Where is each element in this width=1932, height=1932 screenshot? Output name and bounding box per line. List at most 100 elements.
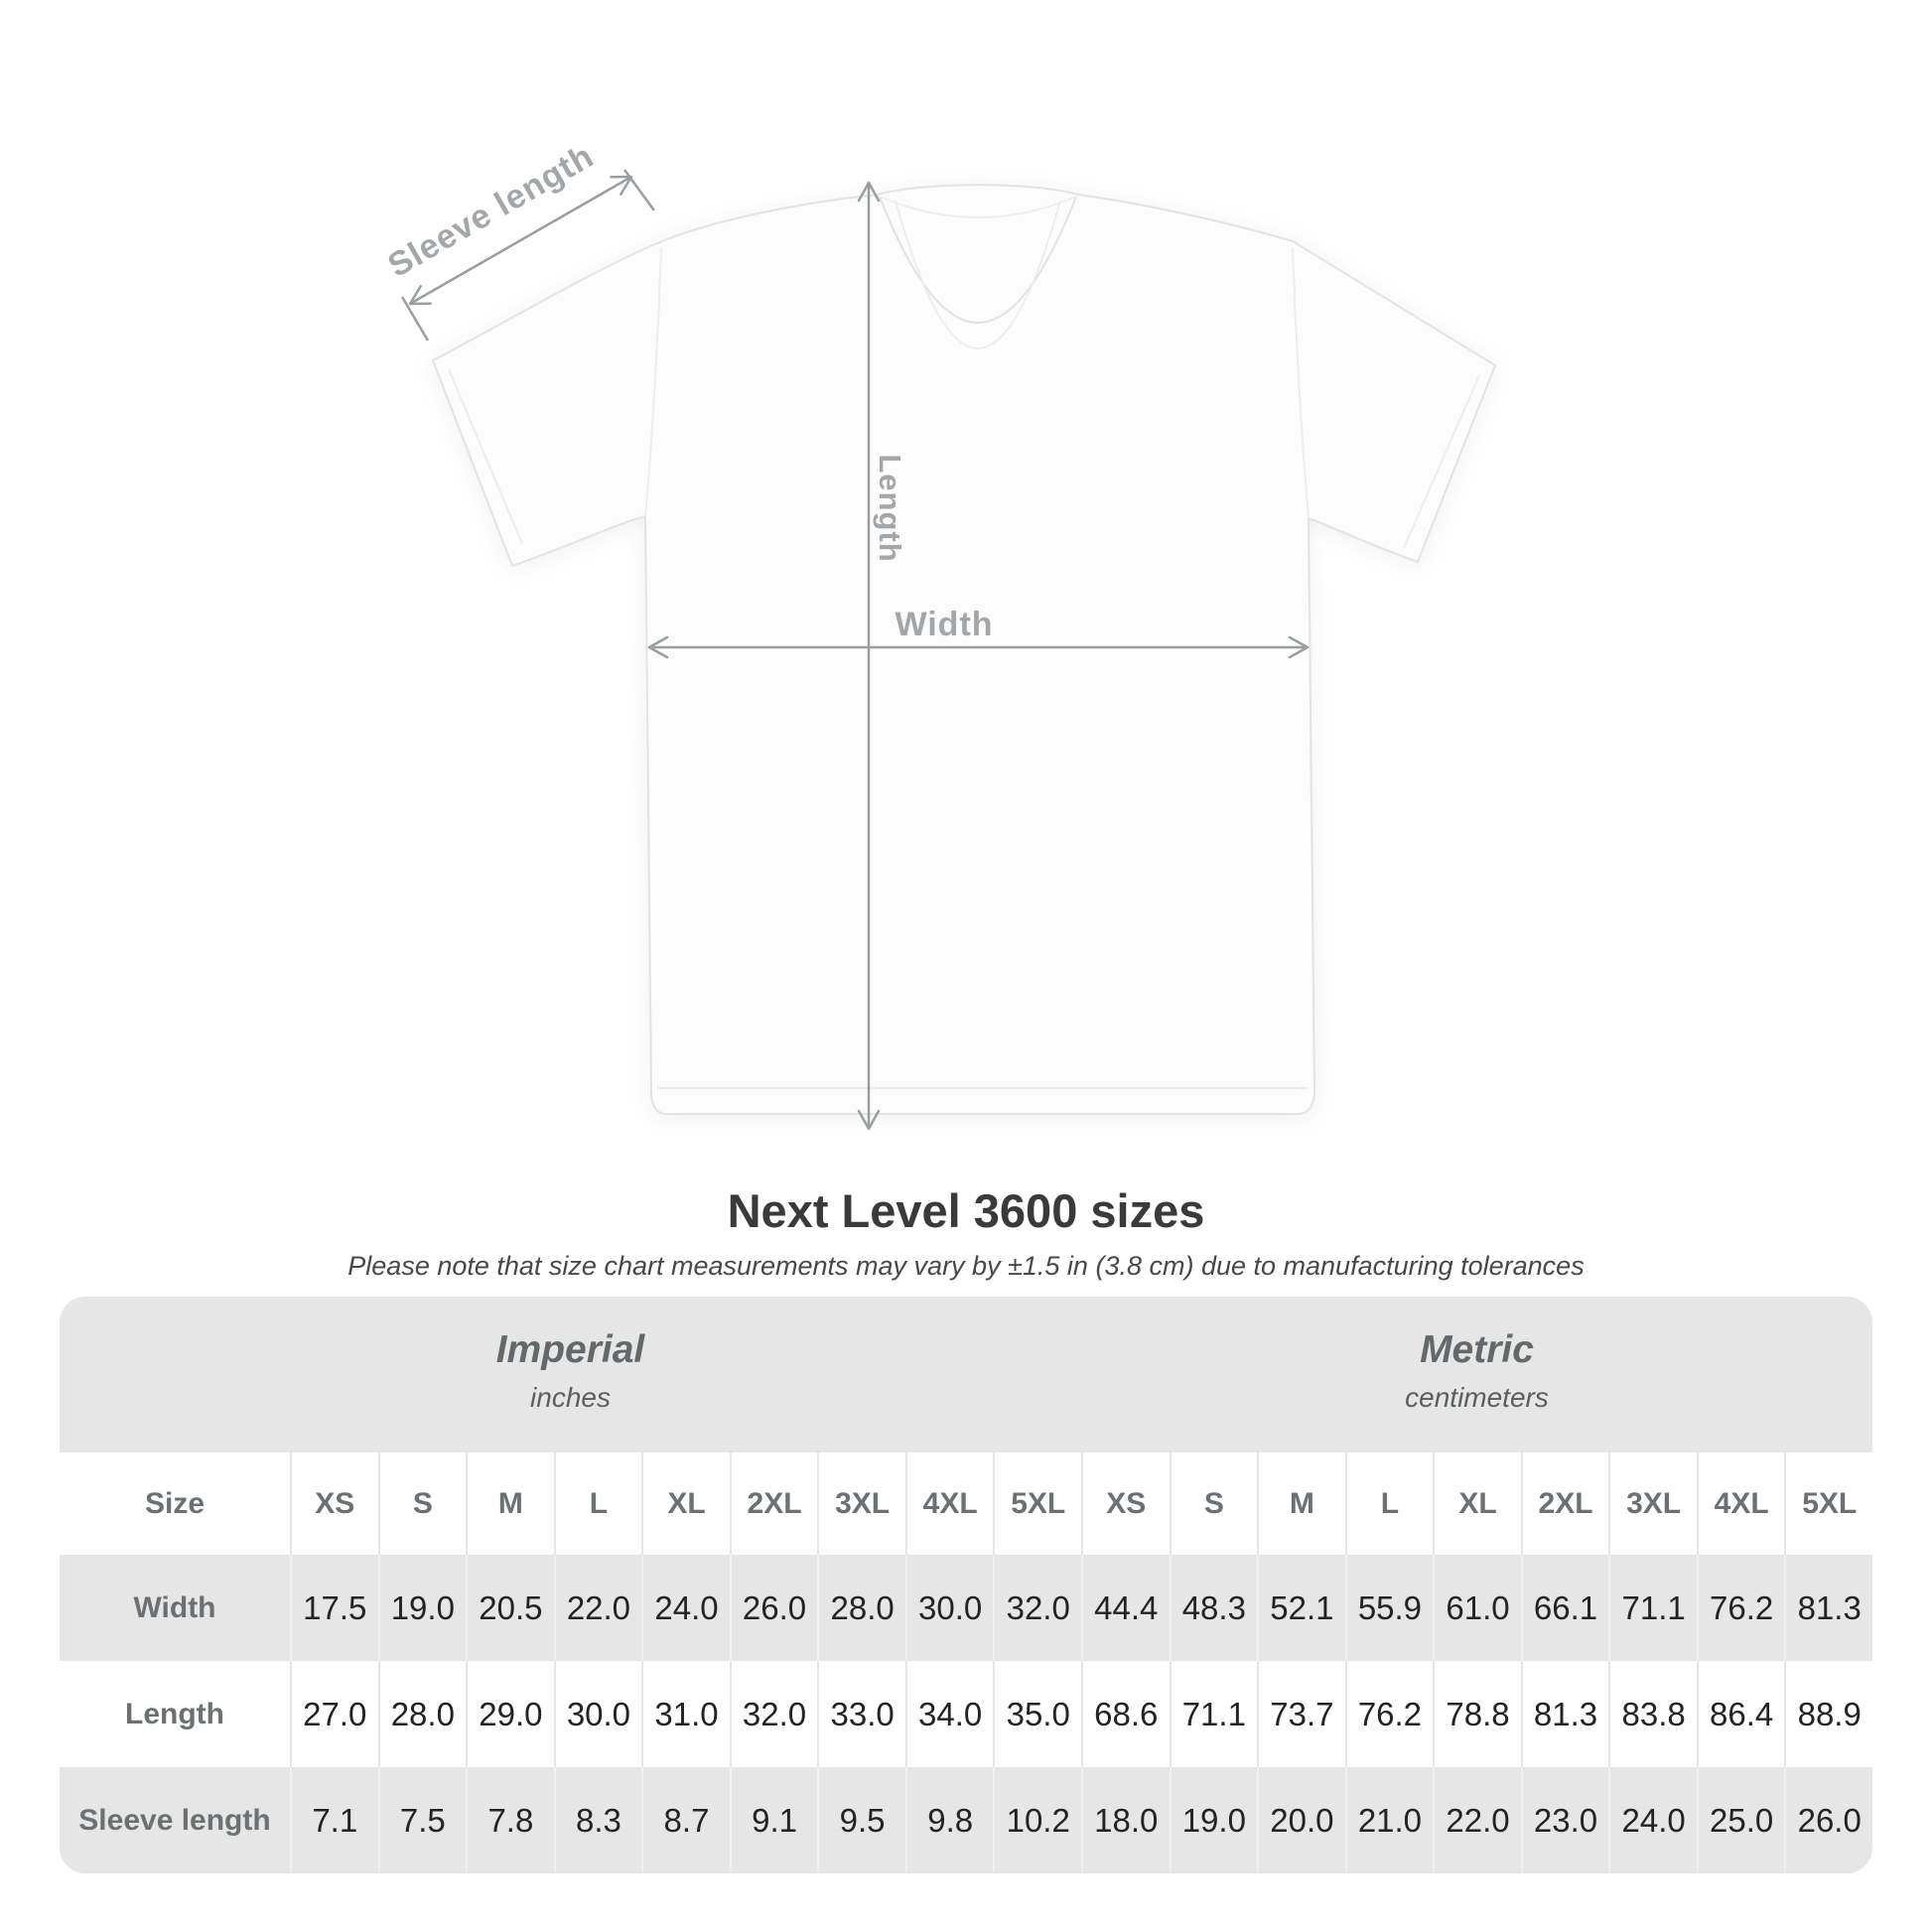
tshirt-collar-back-seam bbox=[879, 196, 1077, 218]
unit-subtitle: centimeters bbox=[1405, 1381, 1549, 1413]
table-cell: 10.2 bbox=[993, 1767, 1081, 1873]
table-cell: 25.0 bbox=[1696, 1767, 1785, 1873]
size-column-header: 2XL bbox=[1520, 1452, 1609, 1555]
size-column-header: 5XL bbox=[993, 1452, 1081, 1555]
table-cell: 71.1 bbox=[1608, 1555, 1697, 1661]
table-cell: 81.3 bbox=[1520, 1661, 1609, 1767]
table-cell: 24.0 bbox=[1608, 1767, 1697, 1873]
table-cell: 34.0 bbox=[904, 1661, 994, 1767]
sleeve-length-arrow bbox=[408, 175, 633, 306]
table-cell: 68.6 bbox=[1081, 1661, 1170, 1767]
table-cell: 7.1 bbox=[290, 1767, 378, 1873]
tshirt-collar-outer bbox=[879, 196, 1077, 324]
table-cell: 29.0 bbox=[466, 1661, 554, 1767]
size-column-header: XS bbox=[290, 1452, 378, 1555]
table-cell: 26.0 bbox=[729, 1555, 818, 1661]
size-column-header: XL bbox=[641, 1452, 730, 1555]
size-header-label: Size bbox=[60, 1452, 290, 1555]
table-cell: 7.5 bbox=[377, 1767, 467, 1873]
table-cell: 22.0 bbox=[553, 1555, 642, 1661]
table-cell: 66.1 bbox=[1520, 1555, 1609, 1661]
unit-group-header: Metric centimeters bbox=[1081, 1297, 1872, 1449]
unit-title: Metric bbox=[1420, 1327, 1534, 1371]
table-cell: 52.1 bbox=[1257, 1555, 1345, 1661]
size-column-header: XS bbox=[1081, 1452, 1170, 1555]
table-cell: 30.0 bbox=[904, 1555, 994, 1661]
table-cell: 19.0 bbox=[377, 1555, 467, 1661]
size-column-header: L bbox=[1344, 1452, 1434, 1555]
table-cell: 8.7 bbox=[641, 1767, 730, 1873]
size-column-header: 5XL bbox=[1784, 1452, 1872, 1555]
table-cell: 24.0 bbox=[641, 1555, 730, 1661]
tshirt-body bbox=[431, 184, 1497, 1115]
size-column-header: 4XL bbox=[904, 1452, 994, 1555]
tshirt-right-cuff-stitch bbox=[1403, 374, 1480, 549]
page-title: Next Level 3600 sizes bbox=[727, 1184, 1205, 1237]
tshirt-collar-inner bbox=[895, 200, 1061, 349]
table-cell: 27.0 bbox=[290, 1661, 378, 1767]
table-cell: 71.1 bbox=[1169, 1661, 1258, 1767]
row-label: Width bbox=[133, 1590, 216, 1624]
unit-group-header: Imperial inches bbox=[60, 1297, 1081, 1449]
table-cell: 9.5 bbox=[817, 1767, 905, 1873]
unit-title: Imperial bbox=[495, 1327, 645, 1371]
table-cell: 31.0 bbox=[641, 1661, 730, 1767]
length-label: Length bbox=[873, 454, 907, 562]
table-cell: 83.8 bbox=[1608, 1661, 1697, 1767]
size-column-header: S bbox=[1169, 1452, 1258, 1555]
table-cell: 23.0 bbox=[1520, 1767, 1609, 1873]
table-cell: 18.0 bbox=[1081, 1767, 1170, 1873]
table-cell: 28.0 bbox=[817, 1555, 905, 1661]
table-cell: 81.3 bbox=[1784, 1555, 1872, 1661]
tshirt-left-cuff-stitch bbox=[448, 368, 523, 545]
table-cell: 8.3 bbox=[553, 1767, 642, 1873]
size-column-header: 2XL bbox=[729, 1452, 818, 1555]
tshirt-right-sleeve-seam bbox=[1292, 247, 1310, 519]
size-column-header: S bbox=[377, 1452, 467, 1555]
table-cell: 20.0 bbox=[1257, 1767, 1345, 1873]
table-cell: 20.5 bbox=[466, 1555, 554, 1661]
table-cell: 76.2 bbox=[1696, 1555, 1785, 1661]
table-cell: 7.8 bbox=[466, 1767, 554, 1873]
unit-subtitle: inches bbox=[530, 1381, 611, 1413]
table-cell: 19.0 bbox=[1169, 1767, 1258, 1873]
table-cell: 55.9 bbox=[1344, 1555, 1434, 1661]
tshirt-graphic bbox=[431, 184, 1497, 1115]
page-subtitle: Please note that size chart measurements… bbox=[347, 1251, 1585, 1281]
table-cell: 88.9 bbox=[1784, 1661, 1872, 1767]
sleeve-arrow-tick-bottom bbox=[400, 296, 430, 342]
table-cell: 33.0 bbox=[817, 1661, 905, 1767]
table-cell: 35.0 bbox=[993, 1661, 1081, 1767]
size-column-header: 4XL bbox=[1696, 1452, 1785, 1555]
size-column-header: M bbox=[1257, 1452, 1345, 1555]
table-cell: 22.0 bbox=[1433, 1767, 1521, 1873]
sleeve-arrow-tick-top bbox=[622, 169, 656, 211]
row-label: Sleeve length bbox=[78, 1803, 271, 1837]
size-column-header: 3XL bbox=[1608, 1452, 1697, 1555]
size-column-header: L bbox=[553, 1452, 642, 1555]
size-column-header: XL bbox=[1433, 1452, 1521, 1555]
row-label: Length bbox=[60, 1661, 290, 1767]
table-cell: 30.0 bbox=[553, 1661, 642, 1767]
sleeve-length-label: Sleeve length bbox=[381, 137, 600, 285]
table-cell: 86.4 bbox=[1696, 1661, 1785, 1767]
table-cell: 48.3 bbox=[1169, 1555, 1258, 1661]
table-cell: 32.0 bbox=[729, 1661, 818, 1767]
table-cell: 21.0 bbox=[1344, 1767, 1434, 1873]
table-cell: 61.0 bbox=[1433, 1555, 1521, 1661]
table-cell: 73.7 bbox=[1257, 1661, 1345, 1767]
table-cell: 44.4 bbox=[1081, 1555, 1170, 1661]
width-label: Width bbox=[895, 606, 993, 643]
table-cell: 32.0 bbox=[993, 1555, 1081, 1661]
size-table: Imperial inches Metric centimeters Size XS S M L… bbox=[60, 1297, 1872, 1873]
table-cell: 26.0 bbox=[1784, 1767, 1872, 1873]
table-cell: 76.2 bbox=[1344, 1661, 1434, 1767]
table-cell: 28.0 bbox=[377, 1661, 467, 1767]
table-cell: 9.8 bbox=[904, 1767, 994, 1873]
size-column-header: M bbox=[466, 1452, 554, 1555]
size-column-header: 3XL bbox=[817, 1452, 905, 1555]
table-cell: 17.5 bbox=[290, 1555, 378, 1661]
table-cell: 9.1 bbox=[729, 1767, 818, 1873]
